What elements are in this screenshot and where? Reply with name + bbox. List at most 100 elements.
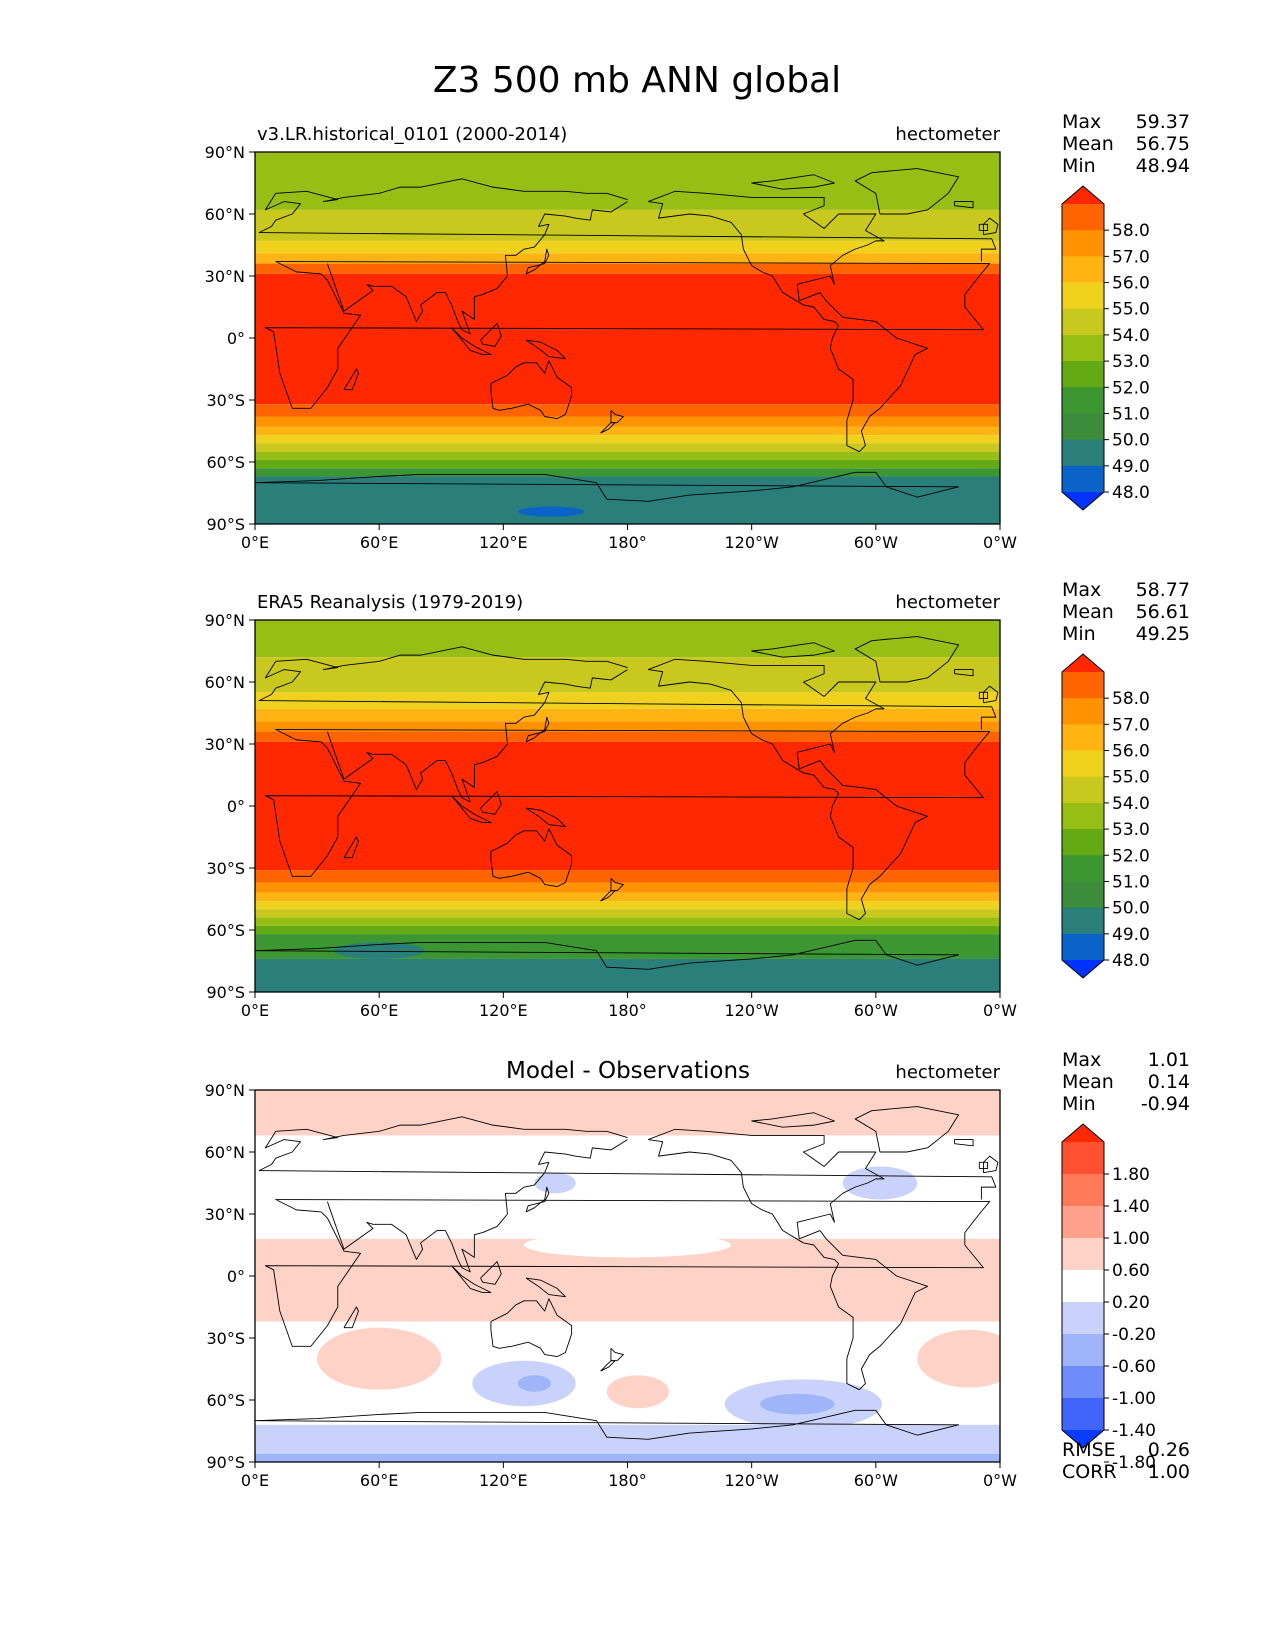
contour-field [255,152,1000,524]
coastline [480,323,502,347]
colorbar-tick-label: 53.0 [1112,820,1150,840]
x-tick-label: 60°W [854,1001,898,1020]
stat-label: Min [1062,155,1096,177]
contour-band [255,721,1000,732]
colorbar-tick-label: 49.0 [1112,457,1150,477]
x-tick-label: 0°W [983,1471,1017,1490]
y-tick-label: 90°N [205,611,245,630]
colorbar-cell [1062,829,1104,856]
coastline [258,1116,997,1200]
y-tick-label: 30°N [205,1205,245,1224]
colorbar-cell [1062,855,1104,882]
panel-units: hectometer [895,1062,1000,1083]
contour-band [255,731,1000,742]
contour-blob [255,1090,328,1132]
contour-band [255,925,1000,935]
colorbar-cell [1062,256,1104,283]
colorbar-tick-label: 50.0 [1112,899,1150,919]
x-tick-label: 0°W [983,1001,1017,1020]
y-tick-label: 60°N [205,205,245,224]
colorbar-cell [1062,802,1104,830]
stat-value: 49.25 [1136,623,1190,645]
coastline [978,691,989,699]
colorbar-tick-label: 56.0 [1112,274,1150,294]
x-tick-label: 60°W [854,533,898,552]
colorbar-cell [1062,465,1104,493]
x-tick-label: 60°E [360,1471,398,1490]
y-tick-label: 30°S [206,859,245,878]
contour-blob [834,1090,1000,1132]
colorbar-cell [1062,230,1104,257]
colorbar-tick-label: -0.60 [1112,1357,1156,1377]
contour-blob [842,1166,918,1200]
coastline [490,828,573,888]
colorbar-cell [1062,361,1104,388]
x-tick-label: 120°E [479,1471,528,1490]
colorbar-cell [1062,907,1104,935]
x-tick-label: 60°E [360,533,398,552]
coastline [490,360,573,420]
contour-blob [517,1375,551,1392]
colorbar-extend-bottom [1062,960,1104,978]
colorbar-tick-label: 51.0 [1112,872,1150,892]
stat-value: 48.94 [1136,155,1190,177]
contour-blob [317,1327,442,1390]
coastline [600,422,616,434]
y-tick-label: 90°S [206,515,245,534]
contour-blob [917,1329,1000,1388]
colorbar-cell [1062,413,1104,441]
coastline [751,1112,835,1128]
coastline [610,1348,624,1362]
contour-band [255,273,1000,405]
x-tick-label: 120°E [479,1001,528,1020]
colorbar-cell [1062,881,1104,909]
colorbar-cell [1062,387,1104,414]
y-tick-label: 0° [227,797,245,816]
colorbar-tick-label: 52.0 [1112,378,1150,398]
colorbar-cell [1062,308,1104,336]
x-tick-label: 180° [608,1001,647,1020]
coastline [600,890,616,902]
coastline [264,729,991,877]
coastline [525,716,550,743]
map-panel-1: 0°E 60°E 120°E 180° 120°W 60°W 0°W 90°N 60°N 30°N… [205,111,1190,552]
coastline [264,261,991,409]
map-panel-3: 0°E 60°E 120°E 180° 120°W 60°W 0°W 90°N 60°N 30°N… [205,1049,1190,1490]
contour-band [255,901,1000,910]
x-tick-label: 60°E [360,1001,398,1020]
contour-band [255,459,1000,469]
contour-band [255,152,1000,210]
colorbar-cell [1062,698,1104,725]
colorbar-cell [1062,1334,1104,1367]
x-tick-label: 120°W [724,533,779,552]
coastline [258,178,997,262]
colorbar-tick-label: 58.0 [1112,221,1150,241]
coastline [854,1106,960,1153]
x-tick-label: 60°W [854,1471,898,1490]
stat-value: 56.75 [1136,133,1190,155]
colorbar-extend-top [1062,186,1104,204]
y-tick-label: 90°S [206,983,245,1002]
colorbar-cell [1062,1302,1104,1335]
contour-blob [534,1172,576,1194]
contour-band [255,240,1000,254]
contour-blob [333,942,425,959]
contour-band [255,209,1000,241]
colorbar-tick-label: -0.20 [1112,1325,1156,1345]
coastline [480,791,502,815]
colorbar-cell [1062,204,1104,231]
colorbar-tick-label: 0.20 [1112,1293,1150,1313]
contour-band [255,909,1000,918]
stat-value: 1.01 [1148,1049,1190,1071]
coastline [490,1298,573,1358]
contour-blob [524,1232,731,1258]
colorbar-tick-label: 0.60 [1112,1261,1150,1281]
coastline [480,1261,502,1285]
colorbar-tick-label: 58.0 [1112,689,1150,709]
coastline [600,1360,616,1372]
coastline [954,669,974,677]
colorbar-tick-label: 1.40 [1112,1197,1150,1217]
contour-band [255,426,1000,436]
colorbar-extend-bottom [1062,492,1104,510]
